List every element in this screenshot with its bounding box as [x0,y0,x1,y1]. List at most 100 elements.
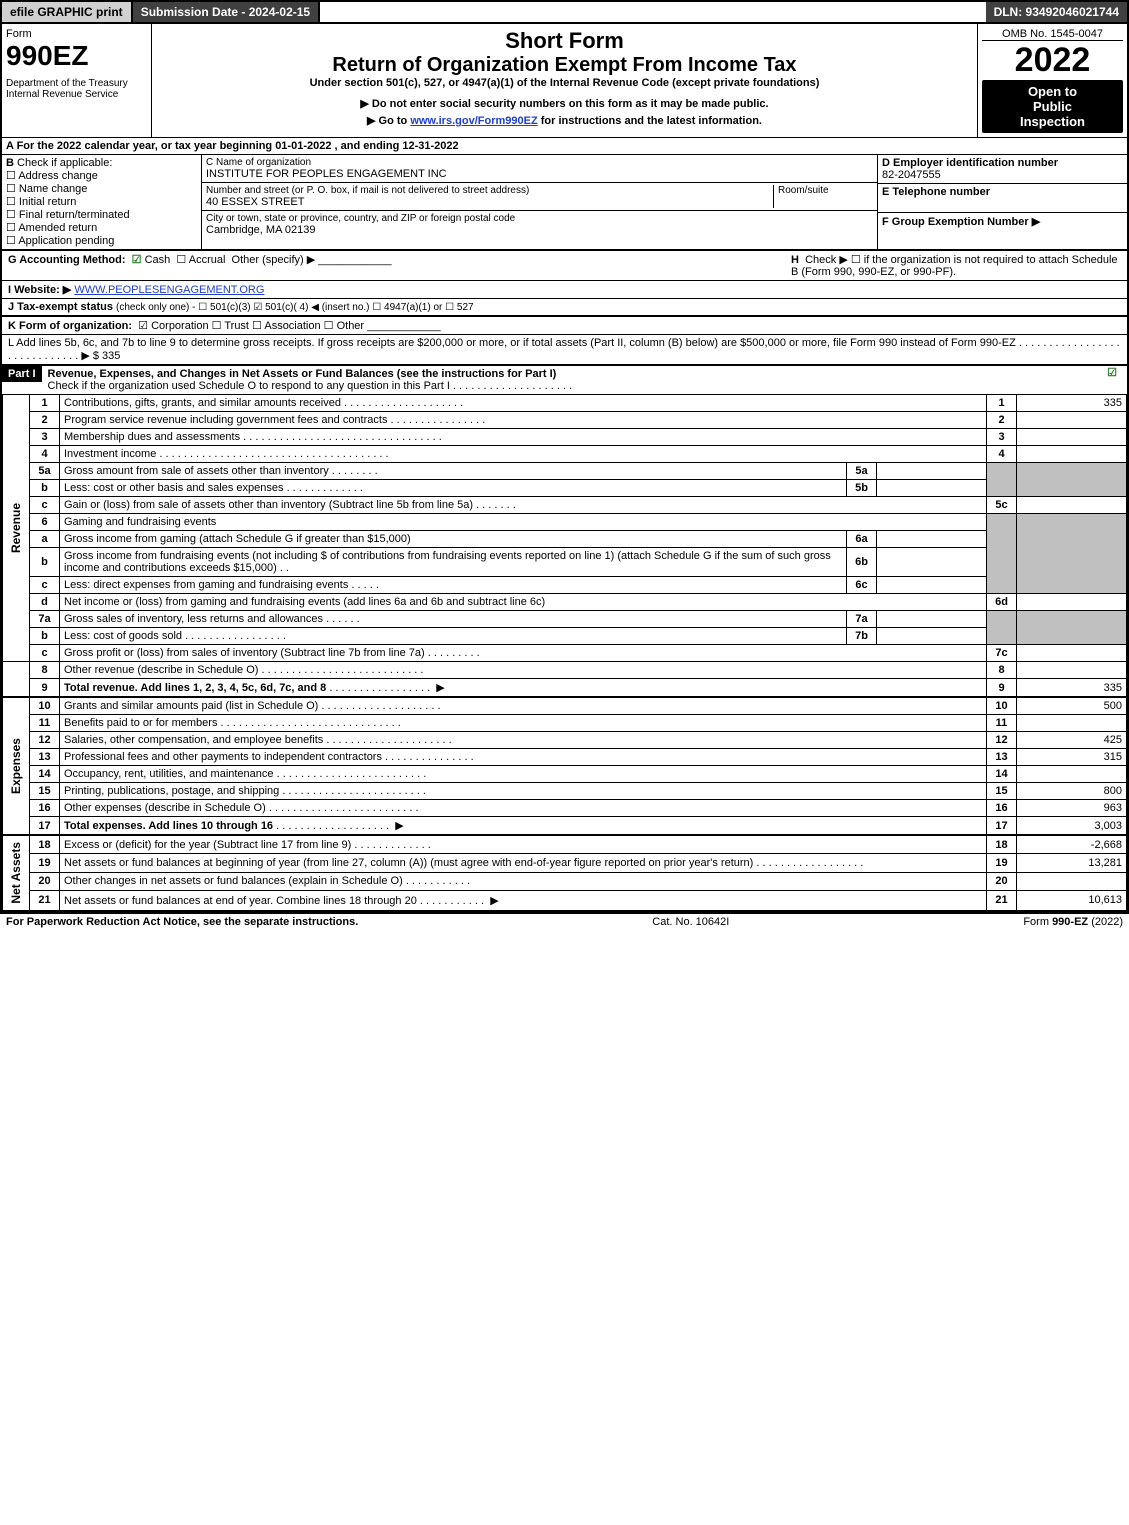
section-b: B Check if applicable: ☐ Address change … [2,155,202,249]
chk-app-pending[interactable]: ☐ Application pending [6,235,114,247]
l13-desc: Professional fees and other payments to … [64,751,382,763]
l5c-amt [1017,497,1127,514]
l17-amt: 3,003 [1017,817,1127,836]
goto-link[interactable]: www.irs.gov/Form990EZ [410,115,537,127]
street-value: 40 ESSEX STREET [206,196,773,208]
l5a-ibox: 5a [847,463,877,480]
l7b-num: b [30,628,60,645]
dln-label: DLN: 93492046021744 [986,2,1127,22]
l6d-amt [1017,594,1127,611]
l8-num: 8 [30,662,60,679]
l2-num: 2 [30,412,60,429]
j-text: (check only one) - ☐ 501(c)(3) ☑ 501(c)(… [116,302,474,313]
l9-amt: 335 [1017,679,1127,698]
tax-year: 2022 [982,41,1123,80]
l-text: L Add lines 5b, 6c, and 7b to line 9 to … [8,337,1016,349]
part-i-header: Part I Revenue, Expenses, and Changes in… [0,364,1129,394]
l21-amt: 10,613 [1017,891,1127,910]
b-check-label: Check if applicable: [17,157,112,169]
l15-amt: 800 [1017,783,1127,800]
section-j: J Tax-exempt status (check only one) - ☐… [0,298,1129,315]
l5a-num: 5a [30,463,60,480]
l9-num: 9 [30,679,60,698]
l5b-ibox: 5b [847,480,877,497]
chk-accrual[interactable]: ☐ [176,254,186,266]
dept-treasury: Department of the Treasury [6,78,147,89]
k-label: K Form of organization: [8,320,132,332]
l5a-desc: Gross amount from sale of assets other t… [64,465,329,477]
l19-num: 19 [30,854,60,872]
l2-desc: Program service revenue including govern… [64,414,387,426]
goto-line: ▶ Go to www.irs.gov/Form990EZ for instru… [156,114,973,127]
submission-date-button[interactable]: Submission Date - 2024-02-15 [133,2,320,22]
l18-desc: Excess or (deficit) for the year (Subtra… [64,839,351,851]
l16-box: 16 [987,800,1017,817]
l20-num: 20 [30,872,60,890]
g-accrual: Accrual [189,254,226,266]
l7c-box: 7c [987,645,1017,662]
l4-amt [1017,446,1127,463]
chk-initial-return[interactable]: ☐ Initial return [6,196,76,208]
footer-cat: Cat. No. 10642I [652,916,729,928]
l5c-num: c [30,497,60,514]
efile-print-button[interactable]: efile GRAPHIC print [2,2,133,22]
l8-box: 8 [987,662,1017,679]
l5c-desc: Gain or (loss) from sale of assets other… [64,499,473,511]
footer-left: For Paperwork Reduction Act Notice, see … [6,916,358,928]
section-gh: G Accounting Method: ☑ Cash ☐ Accrual Ot… [0,249,1129,280]
l6a-desc: Gross income from gaming (attach Schedul… [64,533,411,545]
l17-num: 17 [30,817,60,836]
l19-desc: Net assets or fund balances at beginning… [64,857,753,869]
l5b-desc: Less: cost or other basis and sales expe… [64,482,284,494]
g-other: Other (specify) ▶ [232,254,316,266]
l14-num: 14 [30,766,60,783]
l6c-ibox: 6c [847,577,877,594]
city-value: Cambridge, MA 02139 [206,224,873,236]
l1-box: 1 [987,395,1017,412]
city-label: City or town, state or province, country… [206,213,873,224]
section-i: I Website: ▶ WWW.PEOPLESENGAGEMENT.ORG [0,280,1129,298]
c-name-label: C Name of organization [206,157,873,168]
l19-amt: 13,281 [1017,854,1127,872]
chk-final-return[interactable]: ☐ Final return/terminated [6,209,130,221]
l18-num: 18 [30,835,60,854]
l7c-desc: Gross profit or (loss) from sales of inv… [64,647,425,659]
l5c-box: 5c [987,497,1017,514]
l6b-num: b [30,548,60,577]
l9-box: 9 [987,679,1017,698]
l4-num: 4 [30,446,60,463]
street-label: Number and street (or P. O. box, if mail… [206,185,773,196]
l5b-num: b [30,480,60,497]
h-label: H [791,254,799,266]
ssn-warning: ▶ Do not enter social security numbers o… [156,97,973,110]
e-phone-label: E Telephone number [882,186,990,198]
revenue-vlabel: Revenue [7,499,25,557]
chk-amended-return[interactable]: ☐ Amended return [6,222,97,234]
l10-num: 10 [30,697,60,715]
part-i-check-text: Check if the organization used Schedule … [48,380,450,392]
section-c: C Name of organization INSTITUTE FOR PEO… [202,155,877,249]
l11-num: 11 [30,715,60,732]
l12-amt: 425 [1017,732,1127,749]
part-i-schedule-o-check[interactable]: ☑ [1107,367,1117,379]
open-to-public-box: Open to Public Inspection [982,80,1123,133]
l2-box: 2 [987,412,1017,429]
l7b-ibox: 7b [847,628,877,645]
l20-amt [1017,872,1127,890]
opt-app-pending: Application pending [18,235,114,247]
website-link[interactable]: WWW.PEOPLESENGAGEMENT.ORG [74,284,264,296]
l6d-num: d [30,594,60,611]
opt-address-change: Address change [18,170,98,182]
l14-box: 14 [987,766,1017,783]
opt-final-return: Final return/terminated [19,209,130,221]
chk-address-change[interactable]: ☐ Address change [6,170,98,182]
l3-desc: Membership dues and assessments [64,431,240,443]
chk-name-change[interactable]: ☐ Name change [6,183,87,195]
l10-amt: 500 [1017,697,1127,715]
l6a-ibox: 6a [847,531,877,548]
section-k: K Form of organization: ☑ Corporation ☐ … [0,315,1129,334]
l3-amt [1017,429,1127,446]
section-def: D Employer identification number 82-2047… [877,155,1127,249]
chk-cash[interactable]: ☑ [132,254,142,266]
netassets-vlabel: Net Assets [7,838,25,908]
